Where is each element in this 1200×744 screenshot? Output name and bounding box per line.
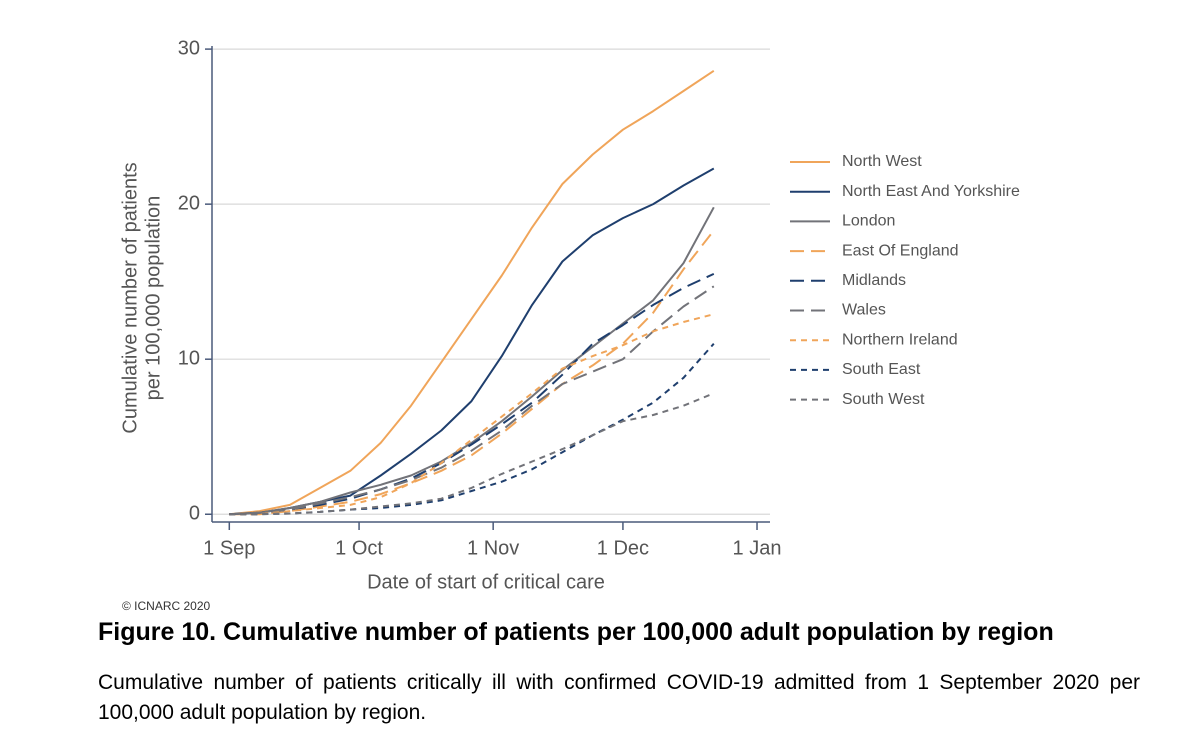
figure-caption: Cumulative number of patients critically… xyxy=(98,671,1140,724)
x-axis-title: Date of start of critical care xyxy=(367,571,605,593)
legend-label: Wales xyxy=(842,302,886,319)
series-line xyxy=(229,285,715,516)
y-tick-label: 10 xyxy=(178,347,200,369)
legend-label: North West xyxy=(842,153,922,170)
y-tick-label: 30 xyxy=(178,37,200,59)
figure-title: Figure 10. Cumulative number of patients… xyxy=(98,618,1054,646)
legend-label: South East xyxy=(842,361,921,378)
x-tick-label: 1 Sep xyxy=(203,537,255,559)
series-line xyxy=(229,272,715,516)
series-line xyxy=(229,313,715,516)
y-axis-title: per 100,000 population xyxy=(142,196,164,401)
x-tick-label: 1 Jan xyxy=(733,537,782,559)
legend-label: South West xyxy=(842,391,925,408)
series-line xyxy=(229,167,715,516)
series-line xyxy=(229,69,715,516)
series-line xyxy=(229,392,715,516)
y-tick-label: 0 xyxy=(189,503,200,525)
legend-label: London xyxy=(842,213,895,230)
x-tick-label: 1 Dec xyxy=(597,537,649,559)
x-tick-label: 1 Oct xyxy=(335,537,383,559)
legend-label: East Of England xyxy=(842,242,959,259)
legend-label: North East And Yorkshire xyxy=(842,183,1020,200)
y-tick-label: 20 xyxy=(178,192,200,214)
legend-label: Northern Ireland xyxy=(842,331,958,348)
chart: © ICNARC 2020 0 10 20 30 1 Sep 1 Oct 1 Nov 1 De… xyxy=(119,37,1020,613)
legend-label: Midlands xyxy=(842,272,906,289)
y-axis-title: Cumulative number of patients xyxy=(119,162,141,433)
copyright: © ICNARC 2020 xyxy=(122,599,211,613)
x-tick-label: 1 Nov xyxy=(467,537,519,559)
series-line xyxy=(229,229,715,516)
series-line xyxy=(229,206,715,516)
